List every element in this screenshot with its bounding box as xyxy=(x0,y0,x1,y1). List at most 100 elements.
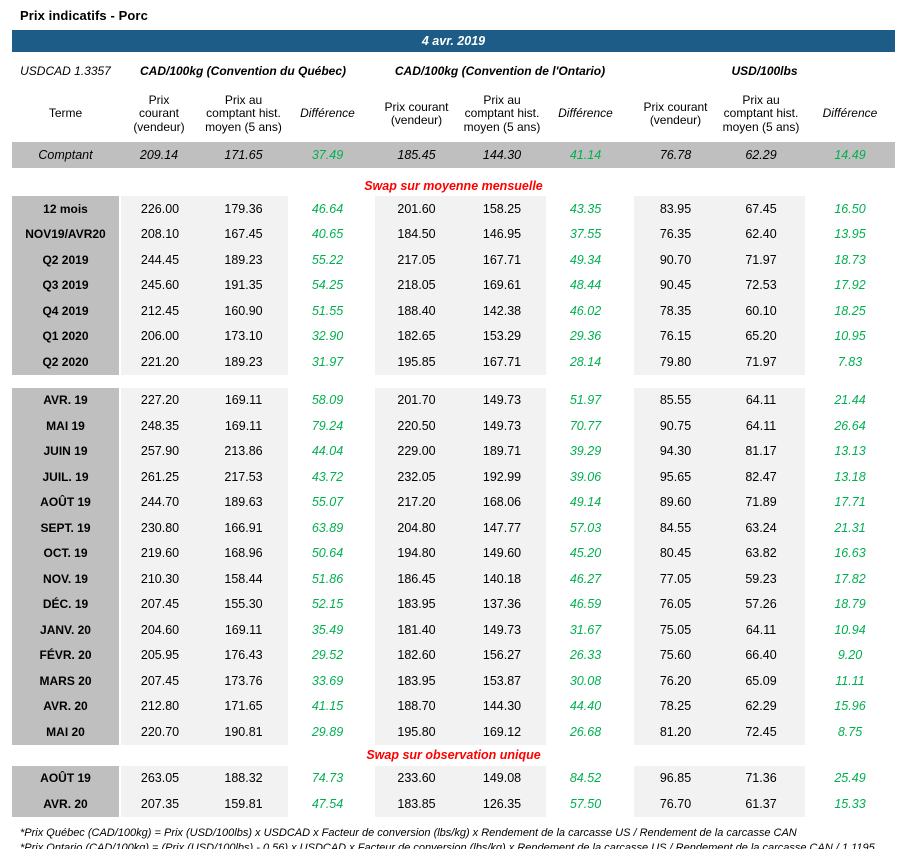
table-row: JANV. 20 204.60 169.11 35.49 181.40 149.… xyxy=(12,617,895,643)
value-cell: 182.60 xyxy=(375,642,458,668)
difference-cell: 70.77 xyxy=(569,418,602,433)
column-gap xyxy=(625,490,634,516)
difference-cell: 10.94 xyxy=(834,622,866,637)
difference-cell: 39.29 xyxy=(569,444,602,459)
difference-cell: 44.40 xyxy=(569,699,602,714)
terme-cell: JUIL. 19 xyxy=(12,464,119,490)
column-gap xyxy=(367,56,375,86)
difference-cell: 17.92 xyxy=(834,278,866,293)
value-cell: 76.20 xyxy=(634,668,717,694)
column-gap xyxy=(625,349,634,375)
terme-cell: Q1 2020 xyxy=(12,323,119,349)
column-gap xyxy=(625,592,634,618)
column-gap xyxy=(367,668,375,694)
value-cell: 149.60 xyxy=(458,540,546,566)
column-gap xyxy=(367,592,375,618)
value-cell: 153.87 xyxy=(458,668,546,694)
value-cell: 184.50 xyxy=(375,221,458,247)
value-cell: 76.70 xyxy=(634,791,717,817)
value-cell: 213.86 xyxy=(199,438,288,464)
difference-cell: 26.64 xyxy=(834,418,866,433)
value-cell: 76.15 xyxy=(634,323,717,349)
column-gap xyxy=(367,694,375,720)
column-gap xyxy=(625,643,634,669)
column-gap xyxy=(367,766,375,792)
month-rows-block: AVR. 19 227.20 169.11 58.09 201.70 149.7… xyxy=(12,387,895,745)
difference-cell: 13.13 xyxy=(834,444,866,459)
table-row: MAI 19 248.35 169.11 79.24 220.50 149.73… xyxy=(12,413,895,439)
difference-cell: 32.90 xyxy=(311,329,344,344)
difference-cell: 15.96 xyxy=(834,699,866,714)
column-gap xyxy=(625,298,634,324)
value-cell: 185.45 xyxy=(375,142,458,168)
value-cell: 71.97 xyxy=(717,247,805,273)
column-gap xyxy=(367,273,375,299)
section-header-swap-mensuelle: Swap sur moyenne mensuelle xyxy=(364,178,543,193)
difference-cell: 58.09 xyxy=(311,393,344,408)
column-gap xyxy=(625,247,634,273)
difference-cell: 17.82 xyxy=(834,571,866,586)
column-gap xyxy=(367,490,375,516)
value-cell: 192.99 xyxy=(458,464,546,490)
value-cell: 219.60 xyxy=(119,540,199,566)
table-row: AOÛT 19 263.05 188.32 74.73 233.60 149.0… xyxy=(12,765,895,792)
value-cell: 195.85 xyxy=(375,349,458,375)
column-gap xyxy=(625,439,634,465)
table-row: Q2 2020 221.20 189.23 31.97 195.85 167.7… xyxy=(12,349,895,375)
value-cell: 217.05 xyxy=(375,247,458,273)
value-cell: 159.81 xyxy=(199,791,288,817)
group-header-quebec: CAD/100kg (Convention du Québec) xyxy=(139,64,347,78)
value-cell: 207.35 xyxy=(119,791,199,817)
value-cell: 76.78 xyxy=(634,142,717,168)
value-cell: 63.24 xyxy=(717,515,805,541)
column-gap xyxy=(367,298,375,324)
terme-cell: FÉVR. 20 xyxy=(12,642,119,668)
value-cell: 64.11 xyxy=(717,387,805,413)
column-header-row: Terme Prix courant (vendeur) Prix au com… xyxy=(12,86,895,142)
value-cell: 96.85 xyxy=(634,765,717,791)
value-cell: 76.05 xyxy=(634,591,717,617)
column-gap xyxy=(367,515,375,541)
value-cell: 85.55 xyxy=(634,387,717,413)
difference-cell: 54.25 xyxy=(311,278,344,293)
value-cell: 144.30 xyxy=(458,693,546,719)
value-cell: 195.80 xyxy=(375,719,458,745)
terme-cell: MAI 19 xyxy=(12,413,119,439)
difference-cell: 46.02 xyxy=(569,303,602,318)
terme-cell: JUIN 19 xyxy=(12,438,119,464)
page-title: Prix indicatifs - Porc xyxy=(20,8,148,23)
value-cell: 171.65 xyxy=(199,142,288,168)
value-cell: 233.60 xyxy=(375,765,458,791)
table-row: MAI 20 220.70 190.81 29.89 195.80 169.12… xyxy=(12,719,895,745)
value-cell: 244.45 xyxy=(119,247,199,273)
value-cell: 149.08 xyxy=(458,765,546,791)
value-cell: 167.71 xyxy=(458,349,546,375)
table-row: Q1 2020 206.00 173.10 32.90 182.65 153.2… xyxy=(12,323,895,349)
difference-cell: 18.25 xyxy=(834,303,866,318)
spacer xyxy=(12,375,895,388)
value-cell: 201.70 xyxy=(375,387,458,413)
value-cell: 144.30 xyxy=(458,142,546,168)
value-cell: 218.05 xyxy=(375,272,458,298)
footnotes: *Prix Québec (CAD/100kg) = Prix (USD/100… xyxy=(20,826,905,849)
value-cell: 64.11 xyxy=(717,617,805,643)
difference-cell: 18.73 xyxy=(834,252,866,267)
column-gap xyxy=(367,388,375,414)
comptant-row: Comptant 209.14 171.65 37.49 185.45 144.… xyxy=(12,142,895,168)
difference-cell: 10.95 xyxy=(834,329,866,344)
col-header-prix-comptant: Prix au comptant hist. moyen (5 ans) xyxy=(722,92,800,134)
value-cell: 220.50 xyxy=(375,413,458,439)
value-cell: 189.23 xyxy=(199,349,288,375)
value-cell: 81.17 xyxy=(717,438,805,464)
difference-cell: 9.20 xyxy=(837,648,863,663)
value-cell: 201.60 xyxy=(375,196,458,222)
value-cell: 149.73 xyxy=(458,387,546,413)
difference-cell: 18.79 xyxy=(834,597,866,612)
value-cell: 90.45 xyxy=(634,272,717,298)
difference-cell: 26.68 xyxy=(569,724,602,739)
value-cell: 62.29 xyxy=(717,142,805,168)
value-cell: 207.45 xyxy=(119,668,199,694)
difference-cell: 37.55 xyxy=(569,227,602,242)
terme-cell: MAI 20 xyxy=(12,719,119,745)
difference-cell: 43.72 xyxy=(311,469,344,484)
